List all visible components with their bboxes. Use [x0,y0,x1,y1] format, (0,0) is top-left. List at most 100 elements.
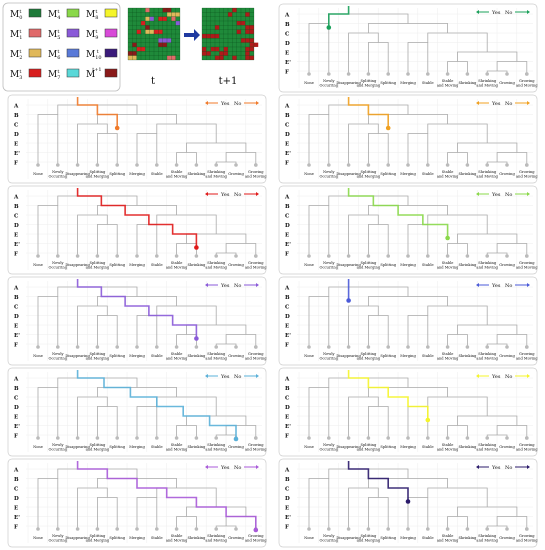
leaf-label: and Merging [357,266,381,270]
leaf-label: and Moving [437,539,459,543]
row-label: A [13,195,19,201]
legend-sub: 7 [57,75,60,81]
legend-sup: t [57,9,59,15]
legend-no-arrow-icon [527,101,530,105]
legend-yes-label: Yes [491,192,501,198]
leaf-label: Disappearing [65,354,90,358]
tree-edge [186,233,247,244]
leaf-label: Newly [323,534,335,538]
leaf-node [426,345,430,349]
leaf-label: Growing [499,536,515,540]
leaf-label: Shrinking [207,261,226,265]
tree-edge [97,497,118,529]
row-label: D [14,314,19,320]
leaf-label: Shrinking [478,534,497,538]
leaf-node [135,436,139,440]
legend-sup: t [19,69,21,75]
leaf-label: Splitting [380,445,396,449]
target-node [445,235,450,241]
tree-edge [225,152,257,162]
grid-cell [240,38,246,43]
tree-edge [447,61,468,74]
leaf-label: and Moving [476,448,498,452]
grid-cell [249,25,254,30]
leaf-node [426,254,430,258]
leaf-node [307,345,311,349]
legend-no-arrow-icon [527,192,530,196]
leaf-label: None [304,172,314,176]
row-label: E' [14,333,20,339]
leaf-node [307,527,311,531]
target-node [346,298,351,303]
tree-edge [368,478,448,488]
leaf-label: Shrinking [458,81,477,85]
leaf-node [115,163,119,167]
leaf-label: and Moving [166,539,188,543]
tree-edge [368,224,389,256]
grid-cell [171,16,176,21]
legend-no-label: No [505,192,512,198]
leaf-label: Disappearing [336,172,361,176]
row-label: D [14,223,19,229]
leaf-node [445,345,450,349]
leaf-label: Shrinking [207,170,226,174]
legend-sup: t [57,29,59,35]
leaf-label: Growing [499,263,515,267]
legend-no-label: No [505,283,512,289]
legend-sup: t [57,69,59,75]
leaf-label: Stable [442,79,454,83]
tree-edge [447,334,468,347]
leaf-node [406,436,410,440]
leaf-node [505,254,509,258]
legend-label: M4t [48,9,60,21]
legend-label: M10t [86,49,102,61]
leaf-label: Newly [323,443,335,447]
leaf-label: None [304,445,314,449]
legend-no-arrow-icon [527,10,530,14]
legend-no-arrow-icon [256,101,259,105]
leaf-label: Splitting [90,534,106,538]
leaf-label: Newly [52,170,64,174]
leaf-node [386,345,390,349]
leaf-label: Splitting [361,170,377,174]
row-label: E [285,506,289,512]
leaf-label: Stable [171,352,183,356]
leaf-label: None [33,536,43,540]
leaf-label: Newly [323,261,335,265]
row-label: B [14,113,19,119]
highlight-path [347,188,449,238]
row-label: F [14,252,18,258]
tree-edge [407,497,429,529]
leaf-node [254,254,258,258]
leaf-label: Growing [499,445,515,449]
leaf-label: Stable [422,172,434,176]
leaf-label: Shrinking [458,354,477,358]
leaf-label: Merging [400,263,416,267]
leaf-node [327,254,331,258]
tree-edge [225,425,257,435]
legend-sub: 10 [95,55,101,61]
tree-edge [77,214,108,256]
leaf-label: Disappearing [336,354,361,358]
row-label: C [14,305,19,311]
leaf-node [155,163,159,167]
tree-edge [496,516,528,526]
tree-edge [136,497,158,529]
tree-edge [447,425,468,438]
leaf-node [445,254,450,258]
leaf-node [95,254,100,258]
legend-no-label: No [234,101,241,107]
leaf-label: and Moving [516,266,538,270]
leaf-label: Stable [442,261,454,265]
leaf-node [406,163,410,167]
row-label: F [285,161,289,167]
legend-yes-label: Yes [491,283,501,289]
grid-cell [166,12,172,17]
target-node [114,125,120,131]
legend-no-label: No [234,374,241,380]
leaf-label: Splitting [380,81,396,85]
leaf-label: Occurring [320,175,339,179]
